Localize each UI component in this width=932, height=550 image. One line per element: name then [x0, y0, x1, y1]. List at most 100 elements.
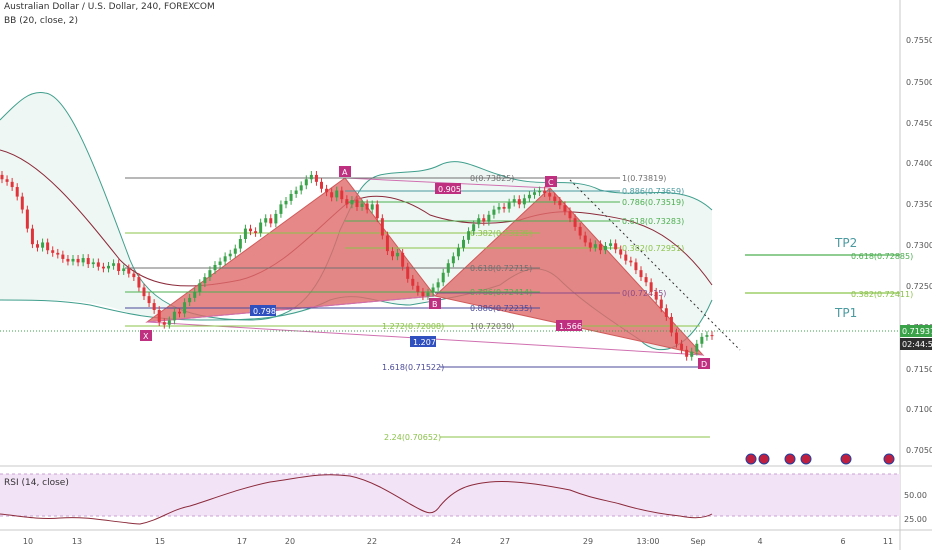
candle-body — [335, 190, 339, 198]
fib-label: 0.886(0.73659) — [622, 187, 684, 196]
event-flag-icon[interactable] — [745, 453, 757, 465]
candle-body — [664, 308, 668, 317]
candle-body — [527, 194, 531, 199]
candle-body — [137, 277, 141, 288]
rsi-tick-25: 25.00 — [904, 515, 927, 524]
ratio-xad: 1.207 — [413, 338, 436, 347]
candlestick-series[interactable] — [0, 171, 714, 361]
event-flag-icon[interactable] — [784, 453, 796, 465]
candle-body — [320, 181, 323, 189]
fib-label: 0(0.73825) — [470, 174, 514, 183]
candle-body — [375, 204, 379, 219]
fib-label: 1.618(0.71522) — [382, 363, 444, 372]
trendline[interactable] — [569, 179, 741, 351]
time-label: 22 — [367, 537, 377, 546]
event-flag-icon[interactable] — [758, 453, 770, 465]
fib-label: 0.382(0.72951) — [622, 244, 684, 253]
candle-body — [360, 203, 364, 207]
candle-body — [558, 200, 562, 206]
candle-body — [36, 244, 39, 248]
event-flag-icon[interactable] — [840, 453, 852, 465]
candle-body — [198, 283, 202, 292]
candle-body — [548, 193, 552, 197]
candle-body — [228, 253, 232, 257]
point-b-label: B — [432, 300, 438, 309]
rsi-tick-50: 50.00 — [904, 491, 927, 500]
point-badge — [339, 166, 351, 177]
candle-body — [127, 268, 131, 274]
candle-body — [10, 181, 14, 188]
fib-label: 0.618(0.73283) — [622, 217, 684, 226]
candle-body — [578, 226, 582, 236]
fib-label: 1(0.72030) — [470, 322, 514, 331]
point-c-label: C — [548, 178, 554, 187]
candle-body — [112, 263, 116, 266]
candle-body — [654, 291, 658, 300]
candle-body — [406, 266, 410, 279]
event-flags[interactable] — [745, 453, 895, 465]
point-badge — [140, 330, 152, 341]
candle-body — [30, 228, 34, 245]
event-flag-icon[interactable] — [800, 453, 812, 465]
tp2-value: 0.618(0.72885) — [851, 252, 913, 261]
ratio-badge — [435, 183, 461, 194]
candle-body — [588, 242, 592, 248]
candle-body — [512, 199, 516, 203]
candle-body — [71, 258, 75, 262]
candle-body — [152, 303, 156, 310]
candle-body — [264, 218, 268, 223]
time-label: 11 — [883, 537, 893, 546]
candle-body — [51, 250, 55, 253]
candle-body — [147, 296, 151, 304]
candle-body — [462, 239, 465, 248]
point-d-label: D — [701, 360, 707, 369]
candle-body — [233, 248, 237, 254]
current-price-badge — [900, 325, 932, 337]
candle-body — [355, 200, 359, 207]
candle-body — [41, 242, 45, 248]
candle-body — [345, 199, 349, 205]
candle-body — [279, 204, 283, 214]
candle-body — [284, 200, 288, 205]
candle-body — [340, 190, 344, 200]
ratio-xab: 0.798 — [253, 307, 276, 316]
candle-body — [325, 188, 329, 193]
candle-body — [259, 222, 263, 233]
candle-body — [583, 235, 587, 243]
fib-label: 0.786(0.73519) — [622, 198, 684, 207]
candle-body — [238, 238, 242, 249]
candle-body — [304, 179, 308, 186]
candle-body — [91, 262, 95, 265]
candle-body — [213, 264, 217, 271]
candle-body — [690, 351, 694, 357]
event-flag-icon[interactable] — [883, 453, 895, 465]
tp1-label: TP1 — [834, 306, 857, 320]
time-label: 13:00 — [636, 537, 659, 546]
candle-body — [598, 244, 602, 251]
fib-label: 0.618(0.72715) — [470, 264, 532, 273]
candle-body — [477, 218, 481, 225]
candle-body — [350, 200, 354, 205]
candle-body — [243, 228, 247, 239]
candle-body — [269, 218, 273, 224]
candle-body — [436, 282, 440, 288]
candle-body — [669, 316, 673, 333]
candle-body — [218, 261, 222, 265]
candle-body — [203, 277, 207, 284]
candle-body — [330, 192, 334, 198]
candle-body — [86, 258, 90, 265]
candle-body — [700, 336, 704, 344]
candle-body — [685, 349, 689, 357]
candle-body — [183, 302, 187, 314]
time-label: Sep — [690, 537, 705, 546]
candle-body — [162, 322, 166, 325]
time-label: 15 — [155, 537, 165, 546]
candle-body — [507, 202, 511, 209]
candle-body — [117, 263, 121, 272]
